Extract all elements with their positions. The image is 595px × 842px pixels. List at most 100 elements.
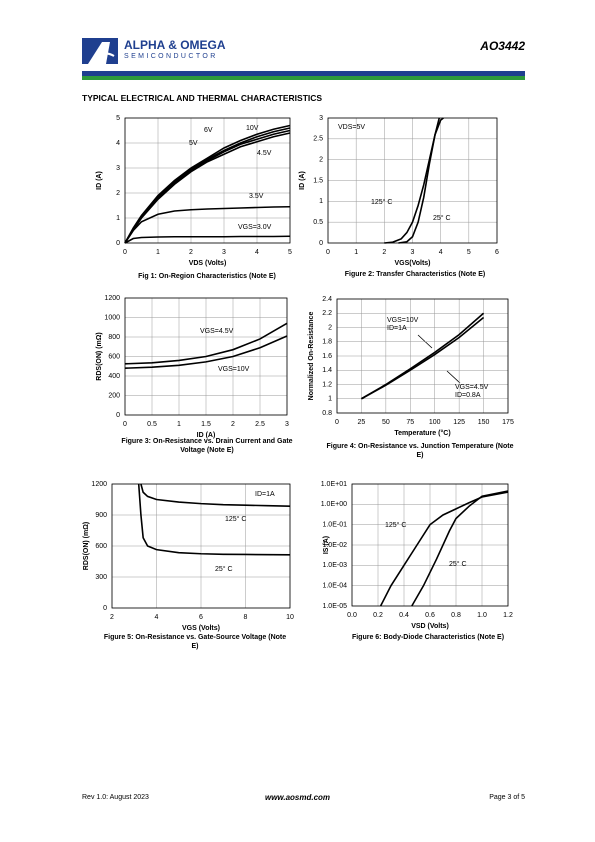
y-tick-label: 800 [108,334,120,341]
y-tick-label: 0 [103,605,107,612]
annotation: VGS=3.0V [238,224,272,231]
annotation: 5V [189,140,198,147]
x-axis-label: VGS (Volts) [182,625,220,632]
y-tick-label: 1200 [104,295,120,302]
data-line [140,483,291,508]
y-tick-label: 1.0E-05 [322,603,347,610]
x-axis-label: VDS (Volts) [189,260,227,267]
y-tick-label: 0.8 [322,410,332,417]
data-line [398,117,444,244]
x-tick-label: 2 [231,421,235,428]
plot-frame [111,483,291,609]
x-tick-label: 4 [155,614,159,621]
header-bar-blue [82,71,525,76]
x-tick-label: 0.6 [425,612,435,619]
annotation: 25° C [449,560,467,568]
annotation: ID=0.8A [455,392,481,399]
x-tick-label: 100 [429,419,441,426]
annotation: VGS=4.5V [455,384,489,391]
y-tick-label: 3 [116,165,120,172]
logo-mark [82,38,118,64]
caption: Figure 6: Body-Diode Characteristics (No… [351,634,505,641]
y-tick-label: 300 [95,574,107,581]
y-axis-label: IS (A) [323,536,330,554]
x-tick-label: 50 [382,419,390,426]
y-tick-label: 400 [108,373,120,380]
y-tick-label: 1.2 [322,381,332,388]
x-tick-label: 0.0 [347,612,357,619]
company-name: ALPHA & OMEGA [124,38,226,52]
y-tick-label: 2 [319,157,323,164]
annotation: VGS=10V [218,366,250,373]
y-tick-label: 0 [319,240,323,247]
y-tick-label: 600 [108,353,120,360]
y-tick-label: 1 [116,215,120,222]
y-tick-label: 1.0E+00 [321,501,347,508]
y-axis-label: RDS(ON) (mΩ) [96,332,103,380]
y-tick-label: 1.0E-03 [322,562,347,569]
annotation: 25° C [215,565,233,573]
y-tick-label: 1.6 [322,353,332,360]
annotation: 125° C [225,515,246,523]
data-line [124,322,288,365]
annotation: 10V [246,125,259,132]
y-tick-label: 0.5 [313,219,323,226]
x-tick-label: 0 [326,249,330,256]
x-tick-label: 5 [288,249,292,256]
annotation: 25° C [433,214,451,222]
y-tick-label: 1.0E-01 [322,522,347,529]
x-tick-label: 1 [354,249,358,256]
y-tick-label: 1.4 [322,367,332,374]
y-tick-label: 4 [116,140,120,147]
annotation: VGS=10V [387,317,419,324]
annotation: ID=1A [255,491,275,498]
caption: Figure 4: On-Resistance vs. Junction Tem… [326,443,514,459]
data-line [361,316,485,400]
x-tick-label: 0 [335,419,339,426]
y-tick-label: 2.4 [322,296,332,303]
annotation: 125° C [385,521,406,529]
annotation: 6V [204,127,213,134]
x-tick-label: 0.8 [451,612,461,619]
plot-frame [327,117,498,244]
x-tick-label: 0 [123,249,127,256]
y-tick-label: 0 [116,240,120,247]
caption: Fig 1: On-Region Characteristics (Note E… [138,273,276,280]
x-tick-label: 0.4 [399,612,409,619]
y-tick-label: 900 [95,512,107,519]
y-tick-label: 1000 [104,314,120,321]
x-tick-label: 6 [495,249,499,256]
y-tick-label: 1 [328,396,332,403]
x-tick-label: 150 [478,419,490,426]
x-tick-label: 3 [285,421,289,428]
annotation: VGS=4.5V [200,328,234,335]
y-tick-label: 1200 [91,481,107,488]
x-tick-label: 1.0 [477,612,487,619]
plot-frame [336,298,509,414]
caption: Figure 3: On-Resistance vs. Drain Curren… [121,438,293,454]
y-tick-label: 2.5 [313,136,323,143]
y-axis-label: Normalized On-Resistance [308,312,315,401]
x-tick-label: 3 [411,249,415,256]
x-tick-label: 2 [382,249,386,256]
data-line [124,235,291,244]
data-line [379,491,509,607]
header-bar-green [82,76,525,80]
x-tick-label: 1.5 [201,421,211,428]
plot-frame [351,483,509,607]
x-axis-label: Temperature (°C) [394,429,450,437]
x-axis-label: VGS(Volts) [394,260,430,267]
x-tick-label: 1 [177,421,181,428]
y-tick-label: 5 [116,115,120,122]
x-tick-label: 2 [189,249,193,256]
x-tick-label: 2 [110,614,114,621]
x-tick-label: 4 [439,249,443,256]
x-tick-label: 125 [453,419,465,426]
annotation: 4.5V [257,150,272,157]
y-tick-label: 1.0E-02 [322,542,347,549]
x-tick-label: 75 [406,419,414,426]
data-line [124,205,291,244]
x-tick-label: 175 [502,419,514,426]
